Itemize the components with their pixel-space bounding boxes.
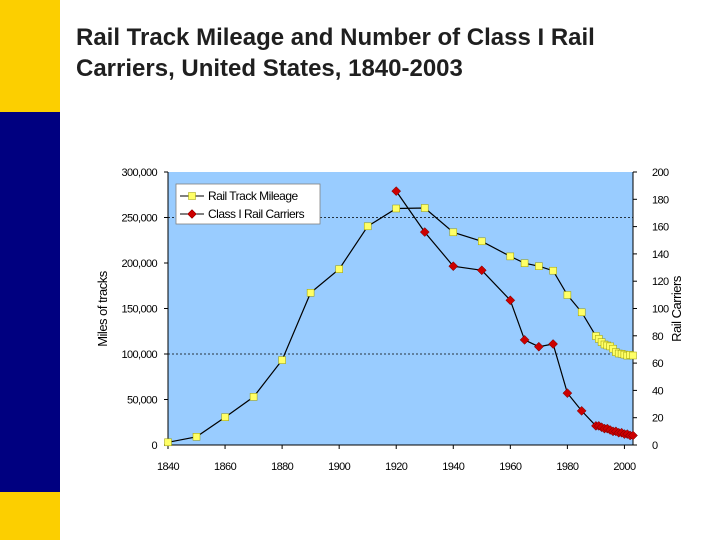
carrier-point [448,261,459,272]
mileage-point [306,289,315,297]
y2-tick-label: 60 [652,358,664,370]
mileage-point [535,262,543,270]
mileage-point [506,252,515,261]
y-tick-label: 200,000 [121,258,157,270]
y-tick-label: 300,000 [121,167,157,179]
mileage-point [392,204,400,213]
mileage-point [449,228,458,237]
carrier-point [562,388,573,398]
mileage-point [221,413,229,421]
y-tick-label: 0 [151,440,157,452]
y2-tick-label: 140 [652,249,669,261]
mileage-point [249,393,258,401]
carrier-point [628,430,638,441]
accent-bar-yellow-top [0,0,60,112]
mileage-point [335,265,343,273]
data-series [164,186,638,447]
y-tick-label: 100,000 [121,349,157,361]
x-tick-label: 1840 [157,461,180,473]
accent-bar-yellow-bottom [0,492,60,540]
x-tick-label: 1940 [442,461,465,473]
mileage-point [420,204,429,212]
y-axis-label: Miles of tracks [95,270,110,347]
y2-tick-label: 160 [652,222,669,234]
carrier-point [548,339,558,349]
carrier-point [476,265,487,276]
axes [164,171,637,449]
y-tick-label: 150,000 [121,304,157,316]
mileage-point [520,259,529,267]
y2-axis-label: Rail Carriers [669,275,684,342]
slide-title-line-2: Carriers, United States, 1840-2003 [76,55,463,82]
mileage-point [478,237,486,246]
x-tick-label: 1960 [499,461,522,473]
y-tick-label: 250,000 [121,213,157,225]
y2-tick-label: 100 [652,304,669,316]
legend-box [175,183,321,225]
tick-labels: 1840 1860 1880 1900 1920 1940 1960 1980 2000050,… [121,167,669,473]
y2-tick-label: 0 [652,440,658,452]
y2-tick-label: 20 [652,413,664,425]
carrier-point [391,186,402,196]
x-tick-label: 1900 [328,461,351,473]
x-tick-label: 2000 [613,461,636,473]
x-tick-label: 1920 [385,461,408,473]
y-tick-label: 50,000 [127,395,158,407]
legend-label-carriers: Class I Rail Carriers [208,207,305,221]
carrier-point [576,406,587,416]
y2-tick-label: 40 [652,385,664,397]
x-tick-label: 1980 [556,461,579,473]
slide-title: Rail Track Mileage and Number of Class I… [76,22,716,84]
mileage-point [278,356,286,364]
mileage-point [164,438,172,447]
carrier-point [519,335,530,345]
accent-bar-blue [0,112,60,492]
x-tick-label: 1860 [214,461,237,473]
carrier-point [534,341,544,352]
legend: Rail Track Mileage Class I Rail Carriers [175,183,321,225]
mileage-point [629,351,637,360]
y2-tick-label: 180 [652,194,669,206]
mileage-point [549,266,557,275]
slide-title-line-1: Rail Track Mileage and Number of Class I… [76,24,595,51]
y2-tick-label: 80 [652,331,664,343]
carrier-point [505,295,516,306]
y2-tick-label: 120 [652,276,669,288]
x-tick-label: 1880 [271,461,294,473]
mileage-point [563,291,572,299]
legend-label-mileage: Rail Track Mileage [208,189,299,203]
carrier-point [419,227,430,237]
legend-marker-mileage [188,192,196,200]
mileage-point [577,308,586,317]
mileage-point [363,222,372,231]
y2-tick-label: 200 [652,167,669,179]
legend-marker-carriers [187,209,197,219]
mileage-point [192,433,201,441]
